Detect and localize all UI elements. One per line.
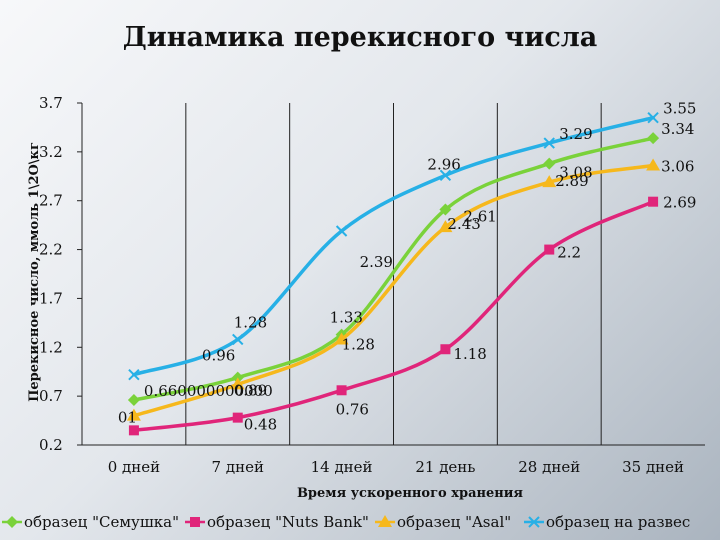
- data-label: 0.76: [336, 400, 369, 418]
- x-tick-label: 7 дней: [212, 458, 264, 476]
- cross-stroke: [232, 333, 244, 346]
- y-tick-label: 3.2: [39, 143, 63, 161]
- data-point: [335, 225, 348, 237]
- x-tick-labels: 0 дней 7 дней 14 дней 21 день 28 дней 35 дней: [108, 458, 684, 476]
- legend: образец "Семушка" образец "Nuts Bank" обра…: [2, 513, 690, 531]
- data-label: 2.43: [447, 215, 480, 233]
- legend-label: образец "Nuts Bank": [207, 513, 369, 531]
- y-tick-label: 2.7: [39, 192, 63, 210]
- data-label: 3.55: [663, 100, 696, 118]
- legend-marker: [6, 516, 18, 528]
- cross-stroke: [528, 516, 540, 528]
- data-point: [647, 132, 660, 145]
- data-point: [128, 425, 139, 436]
- data-label: 1.33: [330, 309, 363, 327]
- data-label: 2.39: [360, 253, 393, 271]
- data-label: 2.61: [463, 208, 496, 226]
- y-tick-label: 2.2: [39, 241, 63, 259]
- data-label: 0.48: [244, 416, 277, 434]
- data-label: 2.2: [557, 244, 581, 262]
- y-tick-label: 0.7: [39, 387, 63, 405]
- data-point: [438, 220, 453, 233]
- series-group: [126, 111, 661, 436]
- cross-stroke: [128, 368, 140, 381]
- legend-marker: [378, 515, 392, 527]
- data-label: 1.28: [342, 335, 375, 353]
- x-tick-label: 28 дней: [518, 458, 580, 476]
- series-line-0: [132, 136, 655, 402]
- legend-label: образец "Asal": [397, 513, 511, 531]
- x-axis-title: Время ускоренного хранения: [297, 486, 523, 501]
- data-point: [230, 377, 245, 390]
- y-tick-label: 1.2: [39, 338, 63, 356]
- x-tick-label: 0 дней: [108, 458, 160, 476]
- y-tick-label: 3.7: [39, 94, 63, 112]
- data-label: 3.06: [661, 158, 694, 176]
- series-line-3: [132, 115, 655, 377]
- data-label: 0.660000000000: [144, 382, 273, 400]
- data-label: 2.96: [427, 155, 460, 173]
- data-label: 2.89: [555, 172, 588, 190]
- data-label: 1.18: [453, 345, 486, 363]
- data-label: 2.69: [663, 194, 696, 212]
- cross-stroke: [543, 137, 555, 149]
- data-label: 3.08: [559, 164, 592, 182]
- axes: [77, 102, 705, 446]
- data-point: [439, 203, 452, 216]
- series-line-2: [132, 163, 655, 418]
- data-point: [647, 111, 659, 124]
- y-tick-label: 1.7: [39, 289, 63, 307]
- chart-title: Динамика перекисного числа: [123, 22, 598, 53]
- data-label: 3.34: [661, 120, 694, 138]
- data-point: [336, 385, 347, 396]
- data-point: [544, 244, 555, 255]
- data-point: [127, 394, 140, 407]
- data-point: [646, 158, 661, 171]
- data-label: 3.29: [559, 125, 592, 143]
- data-point: [543, 157, 556, 170]
- x-tick-label: 14 дней: [311, 458, 373, 476]
- data-point: [334, 332, 349, 345]
- data-point: [440, 344, 451, 355]
- cross-stroke: [647, 111, 659, 124]
- data-point: [542, 175, 557, 188]
- data-point: [439, 169, 452, 182]
- data-label: 0.96: [202, 347, 235, 365]
- x-tick-label: 35 дней: [622, 458, 684, 476]
- data-label: 01: [118, 408, 137, 426]
- data-point: [232, 333, 244, 346]
- y-axis-title: Перекисное число, ммоль 1\2O\кг: [27, 142, 42, 402]
- legend-label: образец на развес: [546, 513, 690, 531]
- y-tick-label: 0.2: [39, 436, 63, 454]
- legend-marker: [528, 516, 540, 528]
- legend-marker: [190, 517, 200, 527]
- data-point: [128, 368, 140, 381]
- data-point: [126, 408, 141, 421]
- series-line-1: [132, 199, 655, 433]
- x-tick-label: 21 день: [415, 458, 475, 476]
- data-label: 1.28: [234, 313, 267, 331]
- data-point: [232, 412, 243, 423]
- data-point: [648, 196, 659, 207]
- data-point: [543, 137, 555, 149]
- cross-stroke: [335, 225, 348, 237]
- legend-label: образец "Семушка": [24, 513, 179, 531]
- y-tick-labels: 3.7 3.2 2.7 2.2 1.7 1.2 0.7 0.2: [39, 94, 63, 454]
- cross-stroke: [439, 169, 452, 182]
- data-label: 0.89: [234, 382, 267, 400]
